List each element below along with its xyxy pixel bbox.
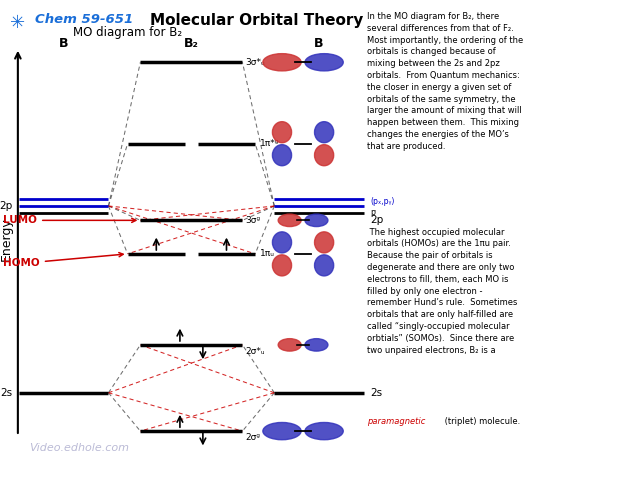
Text: B: B bbox=[315, 36, 323, 50]
Ellipse shape bbox=[305, 214, 328, 227]
Ellipse shape bbox=[263, 54, 301, 71]
Ellipse shape bbox=[278, 339, 301, 351]
Text: 2p: 2p bbox=[370, 216, 383, 225]
Ellipse shape bbox=[305, 54, 343, 71]
Text: ✳: ✳ bbox=[10, 14, 25, 33]
Text: (pₓ,pᵧ): (pₓ,pᵧ) bbox=[370, 197, 394, 205]
Ellipse shape bbox=[278, 214, 301, 227]
Ellipse shape bbox=[315, 122, 334, 143]
Text: In the MO diagram for B₂, there
several differences from that of F₂.
Most import: In the MO diagram for B₂, there several … bbox=[367, 12, 523, 151]
Text: Chem 59-651: Chem 59-651 bbox=[35, 13, 133, 26]
Text: LUMO: LUMO bbox=[3, 216, 136, 225]
Text: B₂: B₂ bbox=[184, 36, 199, 50]
Text: pᵎ: pᵎ bbox=[370, 208, 376, 217]
Text: 2s: 2s bbox=[1, 388, 13, 398]
Text: 2s: 2s bbox=[370, 388, 382, 398]
Text: 1π*ᵍ: 1π*ᵍ bbox=[260, 139, 279, 148]
Text: B: B bbox=[59, 36, 68, 50]
Text: paramagnetic: paramagnetic bbox=[367, 417, 425, 426]
Text: Molecular Orbital Theory: Molecular Orbital Theory bbox=[150, 13, 363, 28]
Ellipse shape bbox=[305, 339, 328, 351]
Text: The highest occupied molecular
orbitals (HOMOs) are the 1πu pair.
Because the pa: The highest occupied molecular orbitals … bbox=[367, 228, 517, 354]
Ellipse shape bbox=[305, 422, 343, 440]
Ellipse shape bbox=[315, 145, 334, 166]
Text: 2σ*ᵤ: 2σ*ᵤ bbox=[246, 347, 265, 356]
Text: HOMO: HOMO bbox=[3, 252, 123, 268]
Ellipse shape bbox=[272, 232, 292, 253]
Text: 2p: 2p bbox=[0, 201, 13, 211]
Text: 3σᵍ: 3σᵍ bbox=[246, 216, 261, 225]
Ellipse shape bbox=[315, 255, 334, 276]
Text: Video.edhole.com: Video.edhole.com bbox=[29, 443, 129, 453]
Text: 2σᵍ: 2σᵍ bbox=[246, 433, 261, 443]
Text: 3σ*ᵤ: 3σ*ᵤ bbox=[246, 58, 265, 67]
Text: 1πᵤ: 1πᵤ bbox=[260, 250, 276, 258]
Ellipse shape bbox=[272, 122, 292, 143]
Ellipse shape bbox=[263, 422, 301, 440]
Text: Energy: Energy bbox=[0, 217, 13, 262]
Ellipse shape bbox=[272, 255, 292, 276]
Ellipse shape bbox=[272, 145, 292, 166]
Ellipse shape bbox=[315, 232, 334, 253]
Text: MO diagram for B₂: MO diagram for B₂ bbox=[73, 26, 182, 39]
Text: (triplet) molecule.: (triplet) molecule. bbox=[442, 417, 521, 426]
